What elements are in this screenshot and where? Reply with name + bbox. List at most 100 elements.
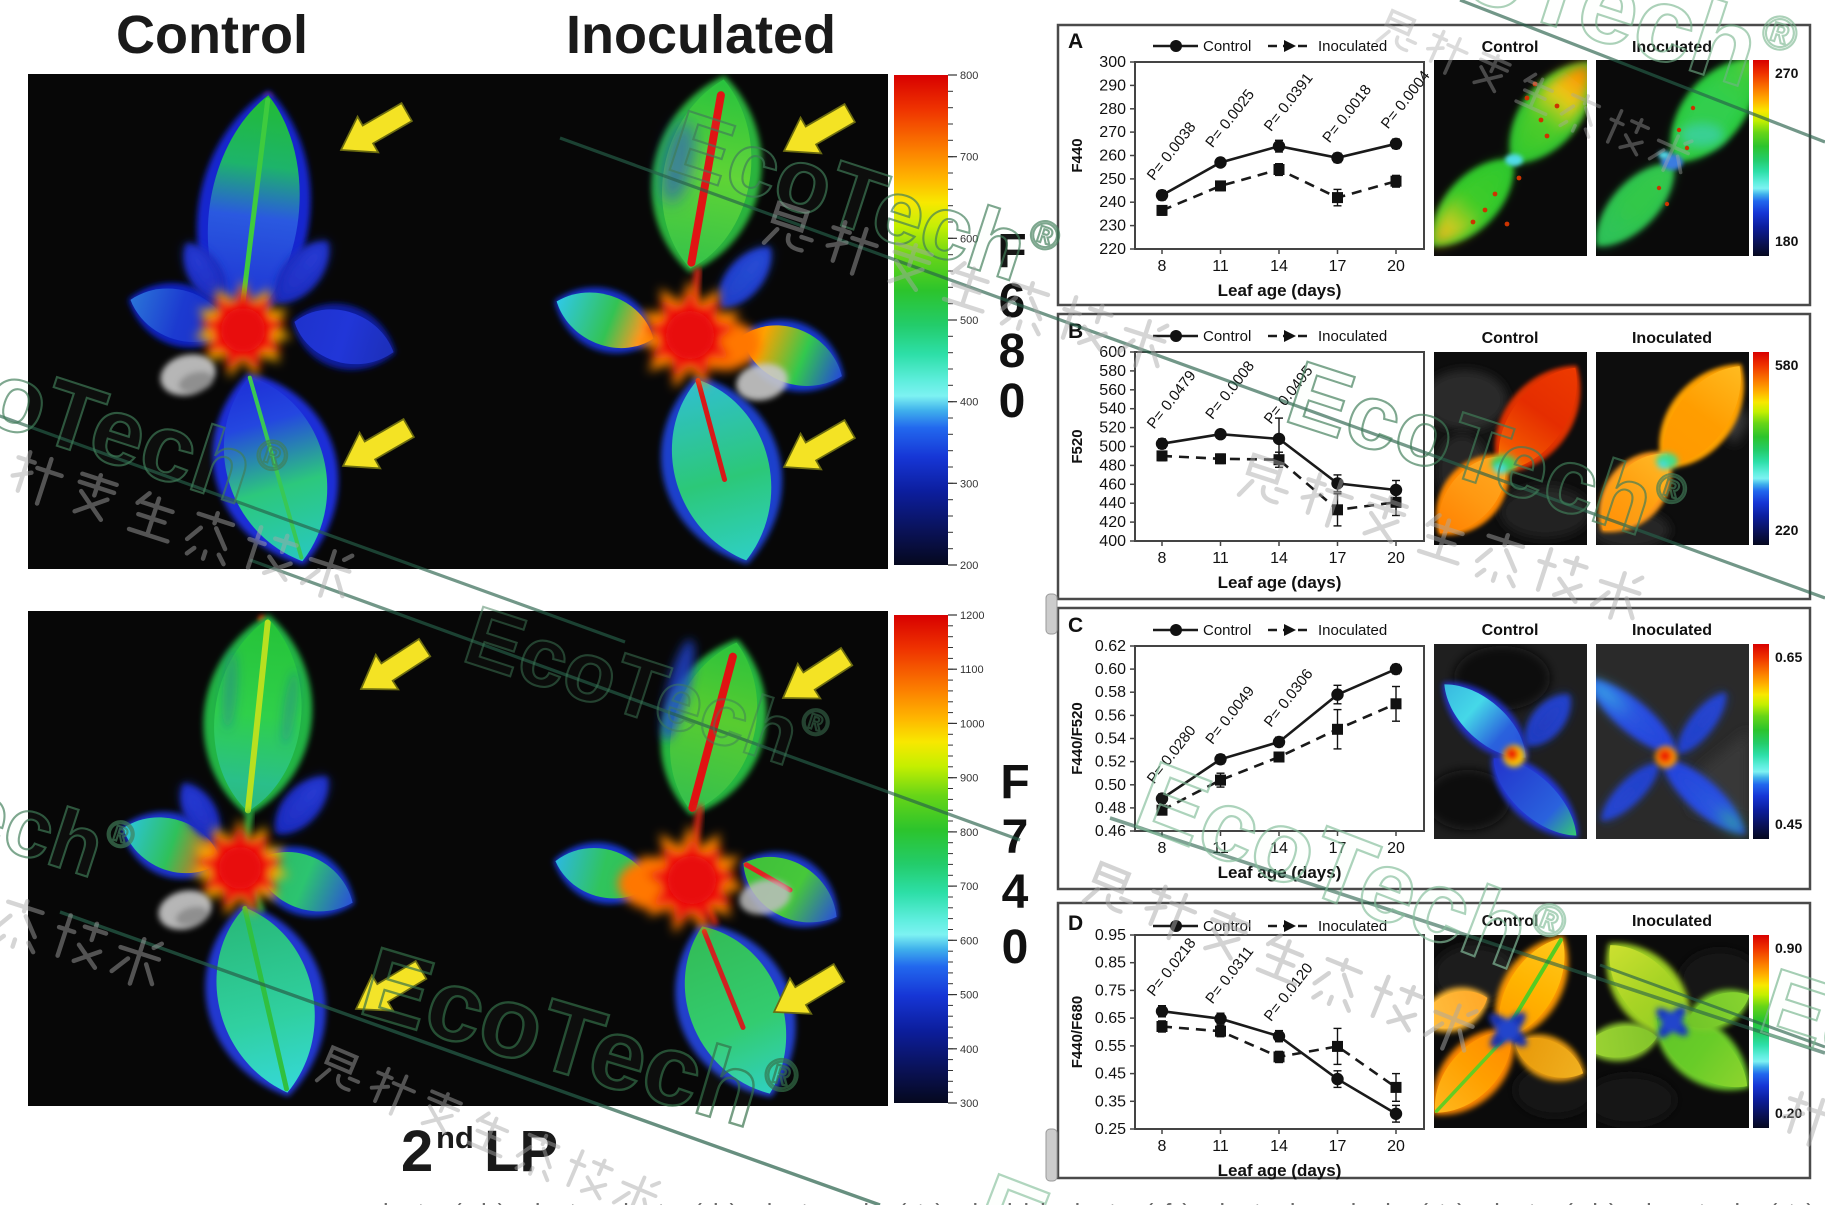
svg-text:14: 14 xyxy=(1270,258,1288,275)
svg-text:17: 17 xyxy=(1329,840,1347,857)
svg-text:600: 600 xyxy=(960,233,978,245)
svg-text:Control: Control xyxy=(1482,622,1539,639)
svg-text:0: 0 xyxy=(1002,921,1029,974)
svg-text:460: 460 xyxy=(1099,476,1126,493)
svg-text:480: 480 xyxy=(1099,457,1126,474)
svg-text:F440/F680: F440/F680 xyxy=(1069,996,1086,1069)
svg-text:F520: F520 xyxy=(1069,429,1086,463)
svg-text:8: 8 xyxy=(1158,550,1167,567)
svg-text:Control: Control xyxy=(1203,622,1251,639)
svg-text:Control: Control xyxy=(1203,328,1251,345)
svg-text:F: F xyxy=(997,225,1026,278)
svg-text:0.56: 0.56 xyxy=(1095,707,1126,724)
svg-text:240: 240 xyxy=(1099,194,1126,211)
svg-text:0.25: 0.25 xyxy=(1095,1121,1126,1138)
svg-text:2: 2 xyxy=(401,1119,433,1184)
svg-text:F440/F520: F440/F520 xyxy=(1069,702,1086,775)
svg-text:8: 8 xyxy=(999,325,1026,378)
svg-text:14: 14 xyxy=(1270,1138,1288,1155)
svg-text:400: 400 xyxy=(1099,533,1126,550)
svg-text:Leaf age (days): Leaf age (days) xyxy=(1218,1161,1342,1180)
svg-text:600: 600 xyxy=(1099,344,1126,361)
svg-text:220: 220 xyxy=(1775,522,1799,538)
svg-text:0.54: 0.54 xyxy=(1095,731,1126,748)
svg-text:230: 230 xyxy=(1099,218,1126,235)
svg-text:260: 260 xyxy=(1099,148,1126,165)
svg-text:Control: Control xyxy=(1482,913,1539,930)
svg-text:F: F xyxy=(1000,756,1029,809)
svg-text:0: 0 xyxy=(999,375,1026,428)
svg-text:11: 11 xyxy=(1212,1138,1229,1155)
svg-text:0.58: 0.58 xyxy=(1095,684,1126,701)
svg-text:Inoculated: Inoculated xyxy=(1318,38,1387,55)
svg-text:560: 560 xyxy=(1099,382,1126,399)
svg-text:0.95: 0.95 xyxy=(1095,927,1126,944)
svg-text:440: 440 xyxy=(1099,495,1126,512)
svg-text:400: 400 xyxy=(960,1044,978,1056)
svg-text:520: 520 xyxy=(1099,420,1126,437)
svg-text:14: 14 xyxy=(1270,550,1288,567)
svg-text:Inoculated: Inoculated xyxy=(1318,622,1387,639)
svg-text:0.75: 0.75 xyxy=(1095,982,1126,999)
svg-text:8: 8 xyxy=(1158,1138,1167,1155)
svg-text:1000: 1000 xyxy=(960,718,984,730)
svg-text:270: 270 xyxy=(1775,65,1799,81)
svg-text:Inoculated: Inoculated xyxy=(1318,328,1387,345)
svg-text:4: 4 xyxy=(1002,866,1029,919)
svg-text:700: 700 xyxy=(960,152,978,164)
svg-text:500: 500 xyxy=(960,990,978,1002)
svg-text:0.50: 0.50 xyxy=(1095,777,1126,794)
svg-text:500: 500 xyxy=(1099,439,1126,456)
svg-text:0.48: 0.48 xyxy=(1095,800,1126,817)
svg-text:300: 300 xyxy=(960,1098,978,1110)
svg-text:0.52: 0.52 xyxy=(1095,754,1126,771)
svg-text:17: 17 xyxy=(1329,1138,1347,1155)
svg-text:8: 8 xyxy=(1158,258,1167,275)
svg-text:500: 500 xyxy=(960,315,978,327)
svg-text:Leaf age (days): Leaf age (days) xyxy=(1218,573,1342,592)
svg-text:Inoculated: Inoculated xyxy=(566,5,836,65)
svg-text:800: 800 xyxy=(960,827,978,839)
svg-text:20: 20 xyxy=(1387,258,1405,275)
svg-text:F440: F440 xyxy=(1069,138,1086,172)
svg-text:C: C xyxy=(1068,614,1083,637)
svg-text:400: 400 xyxy=(960,397,978,409)
svg-text:17: 17 xyxy=(1329,258,1347,275)
svg-text:20: 20 xyxy=(1387,1138,1405,1155)
svg-text:0.85: 0.85 xyxy=(1095,955,1126,972)
svg-text:17: 17 xyxy=(1329,550,1347,567)
svg-text:Inoculated: Inoculated xyxy=(1632,39,1712,56)
svg-text:20: 20 xyxy=(1387,550,1405,567)
svg-text:Control: Control xyxy=(1203,38,1251,55)
svg-text:0.60: 0.60 xyxy=(1095,661,1126,678)
svg-text:A: A xyxy=(1068,30,1083,53)
svg-text:Control: Control xyxy=(1482,39,1539,56)
svg-text:180: 180 xyxy=(1775,233,1799,249)
svg-text:540: 540 xyxy=(1099,401,1126,418)
svg-text:0.35: 0.35 xyxy=(1095,1093,1126,1110)
svg-text:1200: 1200 xyxy=(960,610,984,622)
svg-text:Leaf age (days): Leaf age (days) xyxy=(1218,281,1342,300)
svg-text:280: 280 xyxy=(1099,101,1126,118)
svg-text:270: 270 xyxy=(1099,124,1126,141)
svg-text:20: 20 xyxy=(1387,840,1405,857)
svg-text:700: 700 xyxy=(960,881,978,893)
svg-text:580: 580 xyxy=(1099,363,1126,380)
svg-text:Inoculated: Inoculated xyxy=(1632,622,1712,639)
svg-text:0.65: 0.65 xyxy=(1095,1010,1126,1027)
svg-text:0.46: 0.46 xyxy=(1095,823,1126,840)
svg-text:0.45: 0.45 xyxy=(1775,816,1802,832)
svg-text:900: 900 xyxy=(960,773,978,785)
svg-text:0.90: 0.90 xyxy=(1775,940,1802,956)
svg-text:D: D xyxy=(1068,912,1083,935)
svg-text:250: 250 xyxy=(1099,171,1126,188)
svg-text:14: 14 xyxy=(1270,840,1288,857)
svg-text:11: 11 xyxy=(1212,258,1229,275)
svg-text:200: 200 xyxy=(960,560,978,572)
svg-text:0.55: 0.55 xyxy=(1095,1038,1126,1055)
svg-text:300: 300 xyxy=(1099,54,1126,71)
svg-text:420: 420 xyxy=(1099,514,1126,531)
svg-text:8: 8 xyxy=(1158,840,1167,857)
svg-text:Inoculated: Inoculated xyxy=(1318,918,1387,935)
svg-text:1100: 1100 xyxy=(960,664,984,676)
